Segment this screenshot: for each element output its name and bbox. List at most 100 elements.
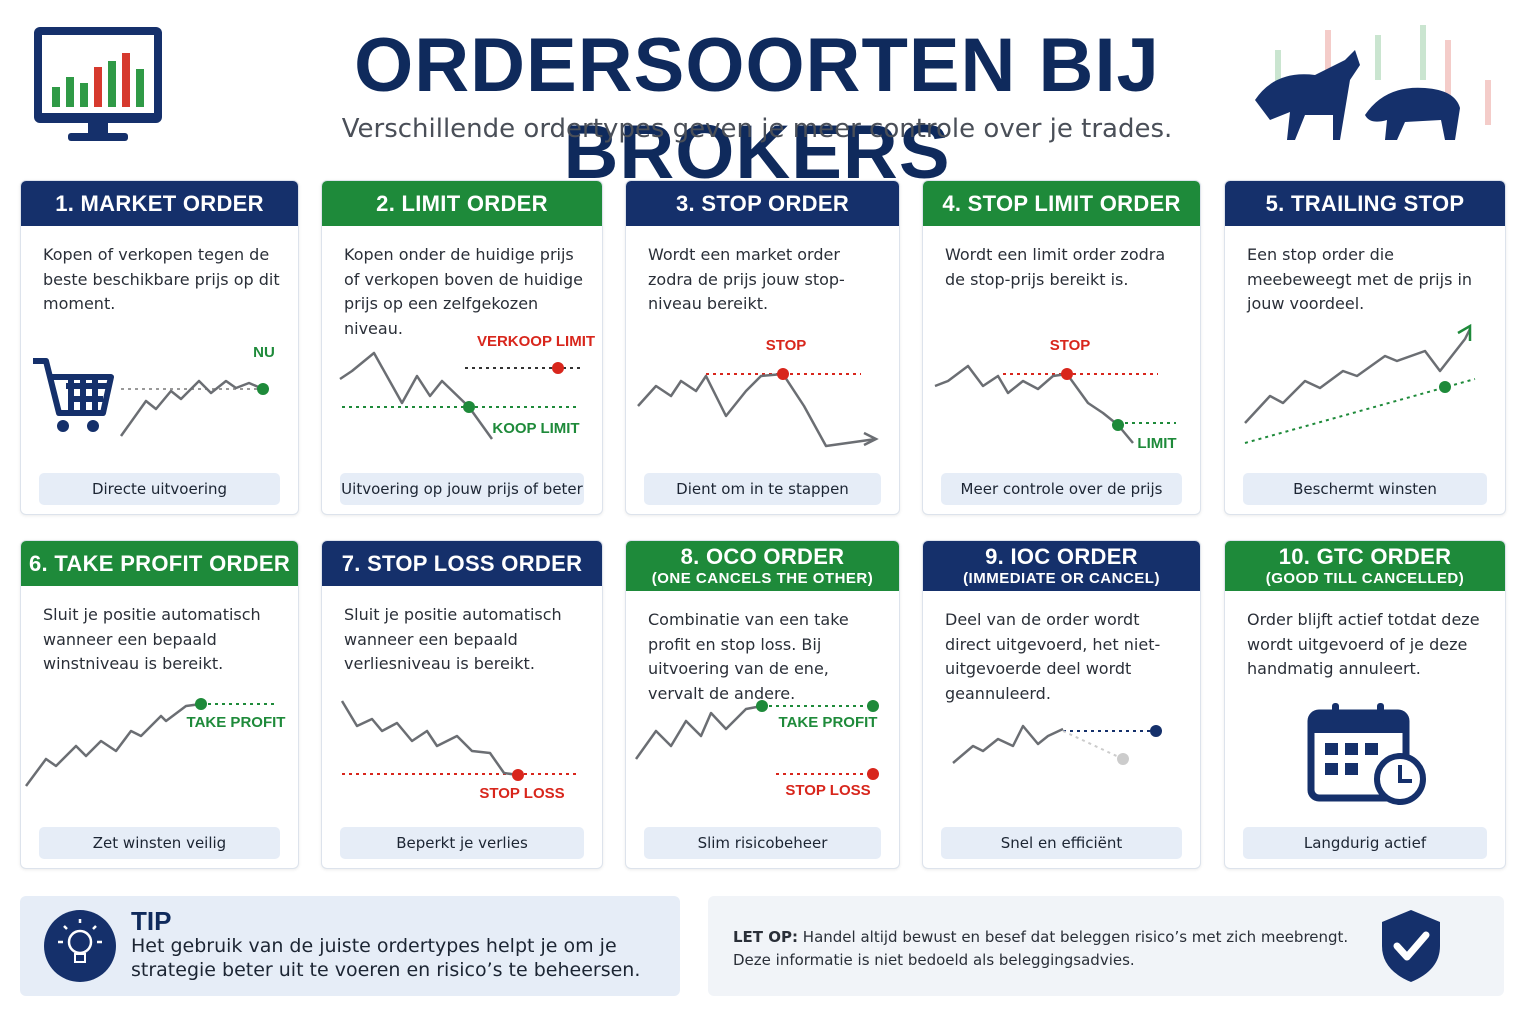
- card-footer: Uitvoering op jouw prijs of beter: [340, 473, 584, 505]
- card-title: 1. MARKET ORDER: [55, 191, 264, 216]
- level-label: STOP LOSS: [479, 785, 564, 802]
- calendar-day: [1345, 763, 1358, 775]
- level-label: NU: [253, 344, 275, 361]
- calendar-ring: [1332, 703, 1339, 723]
- order-illustration: STOP LOSS: [340, 700, 580, 802]
- card-description: Wordt een market order zodra de prijs jo…: [648, 245, 845, 313]
- price-line: [634, 704, 763, 760]
- level-point: [195, 698, 207, 710]
- card-description: Sluit je positie automatisch wanneer een…: [43, 605, 261, 673]
- arrow-head: [1457, 323, 1472, 341]
- cart-wheel: [57, 420, 69, 432]
- card-footer: Meer controle over de prijs: [941, 473, 1182, 505]
- calendar-day: [1345, 743, 1358, 755]
- card-footer: Dient om in te stappen: [644, 473, 881, 505]
- level-line: [1062, 730, 1124, 760]
- level-point: [777, 368, 789, 380]
- order-illustration: STOP LIMIT: [934, 337, 1177, 452]
- calendar-day: [1325, 763, 1338, 775]
- calendar-top: [1311, 713, 1406, 733]
- card-description: Order blijft actief totdat deze wordt ui…: [1247, 610, 1480, 678]
- card-header: 5. TRAILING STOP: [1225, 181, 1505, 226]
- level-label: TAKE PROFIT: [187, 714, 286, 731]
- card-title: 4. STOP LIMIT ORDER: [942, 191, 1181, 216]
- level-point: [756, 700, 768, 712]
- card-subtitle: (IMMEDIATE OR CANCEL): [963, 570, 1160, 587]
- card-header: 3. STOP ORDER: [626, 181, 899, 226]
- order-illustration: VERKOOP LIMIT KOOP LIMIT: [339, 333, 595, 440]
- bull-bear-decoration: [1255, 25, 1491, 140]
- order-card: 4. STOP LIMIT ORDER Wordt een limit order…: [922, 180, 1201, 515]
- level-label: STOP LOSS: [785, 782, 870, 799]
- note: LET OP: Handel altijd bewust en besef da…: [733, 926, 1353, 972]
- price-line: [339, 351, 494, 440]
- card-header: 8. OCO ORDER (ONE CANCELS THE OTHER): [626, 541, 899, 591]
- order-illustration: [1244, 323, 1476, 444]
- card-header: 1. MARKET ORDER: [21, 181, 298, 226]
- card-title: 8. OCO ORDER: [680, 544, 845, 569]
- level-point: [1112, 419, 1124, 431]
- card-description: Een stop order die meebeweegt met de pri…: [1247, 245, 1473, 313]
- card-description: Kopen of verkopen tegen de beste beschik…: [43, 245, 280, 313]
- level-point: [867, 768, 879, 780]
- card-footer: Langdurig actief: [1243, 827, 1487, 859]
- order-card: 1. MARKET ORDER Kopen of verkopen tegen d…: [20, 180, 299, 515]
- card-footer: Slim risicobeheer: [644, 827, 881, 859]
- order-card: 2. LIMIT ORDER Kopen onder de huidige pri…: [321, 180, 603, 515]
- level-point: [552, 362, 564, 374]
- card-title: 6. TAKE PROFIT ORDER: [28, 551, 291, 576]
- price-line: [340, 700, 519, 777]
- order-illustration: TAKE PROFIT: [24, 698, 286, 787]
- lightbulb-icon: [44, 910, 116, 982]
- level-label: TAKE PROFIT: [779, 714, 878, 731]
- order-card: 5. TRAILING STOP Een stop order die meebe…: [1224, 180, 1506, 515]
- level-label: STOP: [766, 337, 807, 354]
- card-description: Kopen onder de huidige prijs of verkopen…: [344, 245, 584, 338]
- price-line: [952, 724, 1064, 764]
- cart-wheel: [87, 420, 99, 432]
- page-subtitle: Verschillende ordertypes geven je meer c…: [341, 114, 1173, 144]
- card-title: 5. TRAILING STOP: [1265, 191, 1465, 216]
- level-point: [1150, 725, 1162, 737]
- level-label: STOP: [1050, 337, 1091, 354]
- card-footer: Zet winsten veilig: [39, 827, 280, 859]
- tip-text: Het gebruik van de juiste ordertypes hel…: [131, 935, 641, 981]
- calendar-day: [1325, 743, 1338, 755]
- order-card: 10. GTC ORDER (GOOD TILL CANCELLED) Order …: [1224, 540, 1506, 869]
- note-text: Handel altijd bewust en besef dat belegg…: [733, 928, 1349, 969]
- cart-icon: [33, 358, 114, 416]
- card-description: Deel van de order wordt direct uitgevoer…: [945, 610, 1161, 703]
- card-header: 4. STOP LIMIT ORDER: [923, 181, 1200, 226]
- card-title: 3. STOP ORDER: [675, 191, 850, 216]
- order-card: 8. OCO ORDER (ONE CANCELS THE OTHER) Combi…: [625, 540, 900, 869]
- card-description: Sluit je positie automatisch wanneer een…: [344, 605, 562, 673]
- order-illustration: TAKE PROFIT STOP LOSS: [634, 700, 879, 799]
- order-illustration: NU: [33, 344, 275, 437]
- calendar-day: [1365, 743, 1378, 755]
- price-line: [24, 702, 202, 787]
- tip-title: TIP: [131, 906, 172, 936]
- order-illustration: STOP: [637, 337, 879, 448]
- order-illustration: [952, 724, 1162, 765]
- level-label: VERKOOP LIMIT: [477, 333, 595, 350]
- level-point: [257, 383, 269, 395]
- level-point: [512, 769, 524, 781]
- card-footer: Snel en efficiënt: [941, 827, 1182, 859]
- card-footer: Beperkt je verlies: [340, 827, 584, 859]
- card-description: Combinatie van een take profit en stop l…: [648, 610, 849, 703]
- calendar-ring: [1377, 703, 1384, 723]
- order-card: 9. IOC ORDER (IMMEDIATE OR CANCEL) Deel va…: [922, 540, 1201, 869]
- tip-box: TIP Het gebruik van de juiste ordertypes…: [20, 896, 680, 996]
- level-point: [1439, 381, 1451, 393]
- note-box: LET OP: Handel altijd bewust en besef da…: [708, 896, 1504, 996]
- level-point: [867, 700, 879, 712]
- card-title: 9. IOC ORDER: [985, 544, 1138, 569]
- card-header: 6. TAKE PROFIT ORDER: [21, 541, 298, 586]
- price-line: [934, 364, 1134, 444]
- price-line: [1244, 328, 1472, 424]
- note-label: LET OP:: [733, 928, 799, 946]
- order-card: 6. TAKE PROFIT ORDER Sluit je positie aut…: [20, 540, 299, 869]
- price-line: [119, 379, 264, 437]
- arrow-head: [863, 431, 879, 447]
